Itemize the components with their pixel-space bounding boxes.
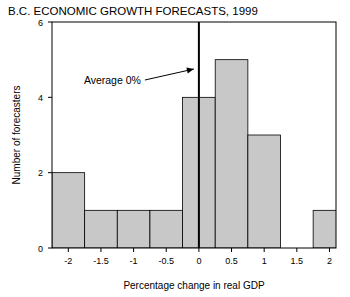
x-tick-label: 1.5 (291, 256, 304, 266)
x-tick-label: -0.5 (158, 256, 174, 266)
x-tick-label: -1 (130, 256, 138, 266)
x-tick-label: 0 (196, 256, 201, 266)
chart: B.C. ECONOMIC GROWTH FORECASTS, 1999 0 2 4 6… (0, 0, 350, 297)
x-tick-label: 0.5 (225, 256, 238, 266)
y-tick (48, 97, 52, 98)
bar (85, 210, 118, 248)
x-tick-label: -1.5 (93, 256, 109, 266)
x-tick-label: -2 (64, 256, 72, 266)
x-axis-label: Percentage change in real GDP (123, 280, 265, 291)
x-tick-label: 2 (327, 256, 332, 266)
bar (150, 210, 183, 248)
annotation-arrow (145, 69, 194, 80)
plot-frame (52, 22, 336, 248)
bars (52, 60, 336, 248)
x-tick-label: 1 (262, 256, 267, 266)
x-tick (166, 248, 167, 252)
y-tick-label: 6 (38, 18, 43, 28)
annotation-arrowhead (186, 68, 193, 74)
y-tick-label: 4 (38, 93, 43, 103)
x-tick (329, 248, 330, 252)
x-tick (296, 248, 297, 252)
x-tick (264, 248, 265, 252)
y-tick-label: 2 (38, 168, 43, 178)
annotation-text: Average 0% (84, 74, 141, 86)
bar (52, 173, 85, 248)
x-tick (68, 248, 69, 252)
title: B.C. ECONOMIC GROWTH FORECASTS, 1999 (8, 5, 258, 17)
y-tick-label: 0 (38, 244, 43, 254)
x-tick (198, 248, 199, 252)
y-axis-label: Number of forecasters (11, 86, 22, 185)
x-tick (100, 248, 101, 252)
x-tick (231, 248, 232, 252)
y-tick (48, 172, 52, 173)
y-tick (48, 248, 52, 249)
bar (313, 210, 336, 248)
average-line (198, 22, 200, 248)
y-tick (48, 22, 52, 23)
x-tick (133, 248, 134, 252)
bar (215, 60, 248, 248)
bar (117, 210, 150, 248)
bar (248, 135, 281, 248)
